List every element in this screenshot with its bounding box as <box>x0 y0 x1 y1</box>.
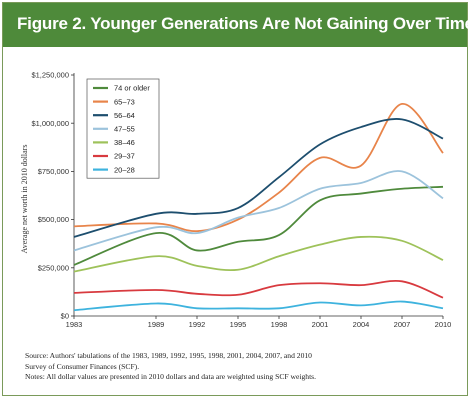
y-tick-label: $500,000 <box>38 215 69 224</box>
y-tick-label: $750,000 <box>38 167 69 176</box>
y-tick-label: $250,000 <box>38 263 69 272</box>
source-notes: Source: Authors' tabulations of the 1983… <box>25 351 465 383</box>
series-line-5 <box>73 279 444 299</box>
legend-box <box>86 78 160 179</box>
series-lines <box>73 103 444 312</box>
series-line-6 <box>73 300 444 312</box>
x-tick-label: 1998 <box>271 320 288 329</box>
x-tick-label: 2010 <box>435 320 452 329</box>
notes-line-2: Survey of Consumer Finances (SCF). <box>25 361 140 371</box>
legend-entry: 65–73 <box>114 97 135 106</box>
legend-entry: 20–28 <box>114 165 135 174</box>
legend-entry: 56–64 <box>114 111 135 120</box>
y-tick-label: $1,000,000 <box>31 119 69 128</box>
series-line-3 <box>73 170 444 252</box>
series-line-0 <box>73 185 444 266</box>
x-tick-label: 2001 <box>312 320 329 329</box>
figure-title: Figure 2. Younger Generations Are Not Ga… <box>17 14 472 33</box>
legend-entry: 38–46 <box>114 138 135 147</box>
x-tick-label: 1989 <box>148 320 165 329</box>
notes-line-3: Notes: All dollar values are presented i… <box>25 372 317 381</box>
y-axis-title: Average net worth in 2010 dollars <box>20 145 29 254</box>
notes-line-1: Source: Authors' tabulations of the 1983… <box>25 351 312 360</box>
legend: 74 or older 65–73 56–64 47–55 38–46 29–37 20–2… <box>86 78 160 179</box>
y-tick-label: $0 <box>61 312 69 321</box>
x-tick-label: 1995 <box>230 320 247 329</box>
y-tick-label: $1,250,000 <box>31 71 69 80</box>
figure-header: Figure 2. Younger Generations Are Not Ga… <box>3 3 472 47</box>
y-axis-title-group: Average net worth in 2010 dollars <box>20 145 29 254</box>
axes: $0 $250,000 $500,000 $750,000 $1,000,000 $1,2… <box>31 71 451 329</box>
series-line-4 <box>73 235 444 273</box>
x-tick-label: 1983 <box>66 320 83 329</box>
series-line-1 <box>73 103 444 233</box>
series-line-2 <box>73 118 444 238</box>
x-tick-label: 1992 <box>189 320 206 329</box>
legend-entry: 74 or older <box>114 84 150 93</box>
x-tick-label: 2004 <box>353 320 370 329</box>
line-chart: Average net worth in 2010 dollars $0 $250… <box>20 71 451 329</box>
legend-entry: 29–37 <box>114 152 135 161</box>
x-tick-label: 2007 <box>394 320 411 329</box>
legend-entry: 47–55 <box>114 125 135 134</box>
